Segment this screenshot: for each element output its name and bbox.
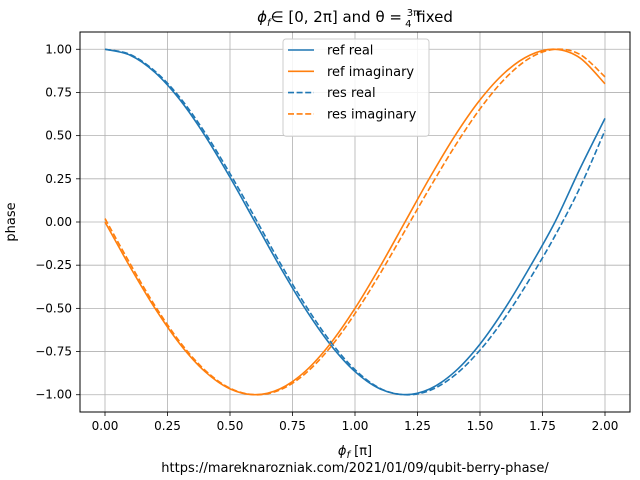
x-tick-label: 1.25 [404, 419, 431, 433]
series-line-ref-real [104, 48, 606, 396]
x-tick-label: 0.25 [154, 419, 181, 433]
x-tick-label: 1.00 [342, 419, 369, 433]
y-tick-label: −0.75 [35, 345, 72, 359]
y-tick-label: 0.00 [45, 215, 72, 229]
legend-label: ref real [327, 44, 373, 59]
source-url: https://mareknarozniak.com/2021/01/09/qu… [161, 461, 549, 476]
legend-box [282, 38, 430, 137]
series-line-ref-imaginary [104, 48, 606, 396]
legend-label: res imaginary [327, 107, 417, 122]
series-lines [104, 48, 606, 396]
chart-title: ϕf∈ [0, 2π] and θ = 3π 4 fixed [257, 8, 453, 30]
y-tick-label: −0.25 [35, 258, 72, 272]
series-line-res-real [104, 48, 606, 396]
x-tick-label: 1.75 [529, 419, 556, 433]
x-tick-label: 0.75 [279, 419, 306, 433]
legend-label: res real [327, 86, 376, 101]
legend: ref real ref imaginary res real res imagina… [282, 38, 430, 137]
x-tick-label: 0.00 [92, 419, 119, 433]
x-axis-label: ϕf [π] [338, 444, 372, 461]
y-axis-label: phase [4, 202, 19, 241]
ticks: 0.00 0.25 0.50 0.75 1.00 1.25 1.50 1.75 2.00 −1.0… [35, 42, 618, 433]
series-line-res-imaginary [104, 48, 606, 396]
y-tick-label: 0.75 [45, 85, 72, 99]
y-tick-label: 0.25 [45, 172, 72, 186]
y-tick-label: −1.00 [35, 388, 72, 402]
y-tick-label: 0.50 [45, 129, 72, 143]
y-tick-label: 1.00 [45, 42, 72, 56]
x-tick-label: 1.50 [467, 419, 494, 433]
x-tick-label: 2.00 [592, 419, 619, 433]
y-tick-label: −0.50 [35, 301, 72, 315]
legend-label: ref imaginary [327, 65, 414, 80]
x-tick-label: 0.50 [217, 419, 244, 433]
